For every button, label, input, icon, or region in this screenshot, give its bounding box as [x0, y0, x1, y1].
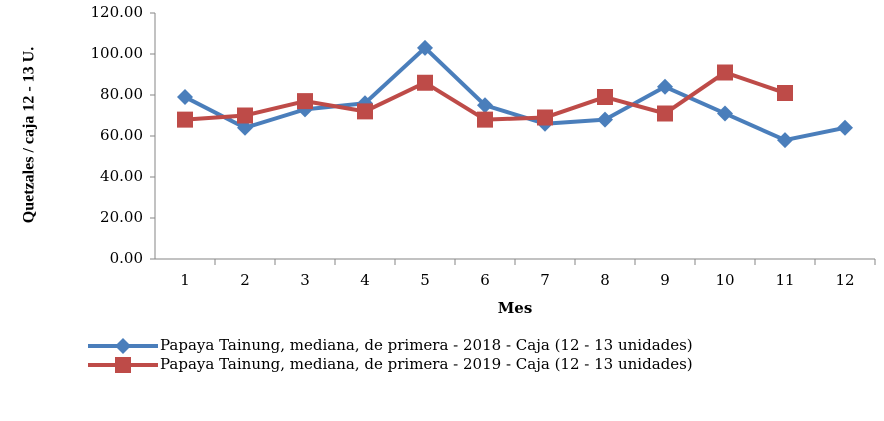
y-tick-label: 80.00 — [100, 85, 143, 103]
data-point — [537, 109, 553, 126]
x-tick-label: 2 — [240, 271, 250, 289]
x-tick-label: 5 — [420, 271, 430, 289]
data-point — [777, 132, 793, 149]
x-tick-label: 7 — [540, 271, 550, 289]
legend-icon — [88, 357, 158, 373]
x-tick-label: 6 — [480, 271, 490, 289]
data-point — [417, 74, 433, 91]
x-tick-label: 9 — [660, 271, 670, 289]
x-tick-label: 12 — [835, 271, 854, 289]
y-tick-label: 40.00 — [100, 167, 143, 185]
data-point — [717, 64, 733, 81]
x-tick-label: 10 — [715, 271, 734, 289]
data-point — [477, 97, 493, 114]
data-point — [297, 93, 313, 110]
data-point — [657, 105, 673, 122]
data-point — [477, 111, 493, 128]
data-point — [417, 39, 433, 56]
data-point — [237, 107, 253, 124]
legend-entry: Papaya Tainung, mediana, de primera - 20… — [88, 355, 808, 374]
x-tick-label: 4 — [360, 271, 370, 289]
x-tick-label: 11 — [775, 271, 794, 289]
y-tick-label: 20.00 — [100, 208, 143, 226]
x-tick-label: 1 — [180, 271, 190, 289]
y-tick-label: 120.00 — [91, 3, 144, 21]
legend-label: Papaya Tainung, mediana, de primera - 20… — [160, 336, 693, 354]
legend: Papaya Tainung, mediana, de primera - 20… — [88, 336, 808, 374]
x-tick-label: 3 — [300, 271, 310, 289]
legend-marker — [115, 357, 131, 373]
data-point — [357, 103, 373, 120]
data-point — [237, 119, 253, 136]
legend-label: Papaya Tainung, mediana, de primera - 20… — [160, 355, 693, 373]
series-line — [184, 45, 846, 143]
data-point — [177, 111, 193, 128]
data-point — [597, 89, 613, 106]
legend-marker — [115, 338, 131, 354]
x-axis-label: Mes — [498, 299, 533, 317]
x-tick-label: 8 — [600, 271, 610, 289]
data-point — [717, 105, 733, 122]
legend-entry: Papaya Tainung, mediana, de primera - 20… — [88, 336, 808, 355]
y-tick-label: 100.00 — [91, 44, 144, 62]
chart: Quetzales / caja 12 - 13 U. Mes 0.00 20.0… — [21, 3, 876, 317]
y-axis-label: Quetzales / caja 12 - 13 U. — [21, 47, 38, 223]
data-point — [657, 78, 673, 95]
data-point — [837, 119, 853, 136]
y-tick-label: 0.00 — [110, 249, 143, 267]
data-point — [777, 84, 793, 101]
data-point — [177, 89, 193, 106]
legend-icon — [88, 338, 158, 354]
y-tick-label: 60.00 — [100, 126, 143, 144]
data-point — [597, 111, 613, 128]
